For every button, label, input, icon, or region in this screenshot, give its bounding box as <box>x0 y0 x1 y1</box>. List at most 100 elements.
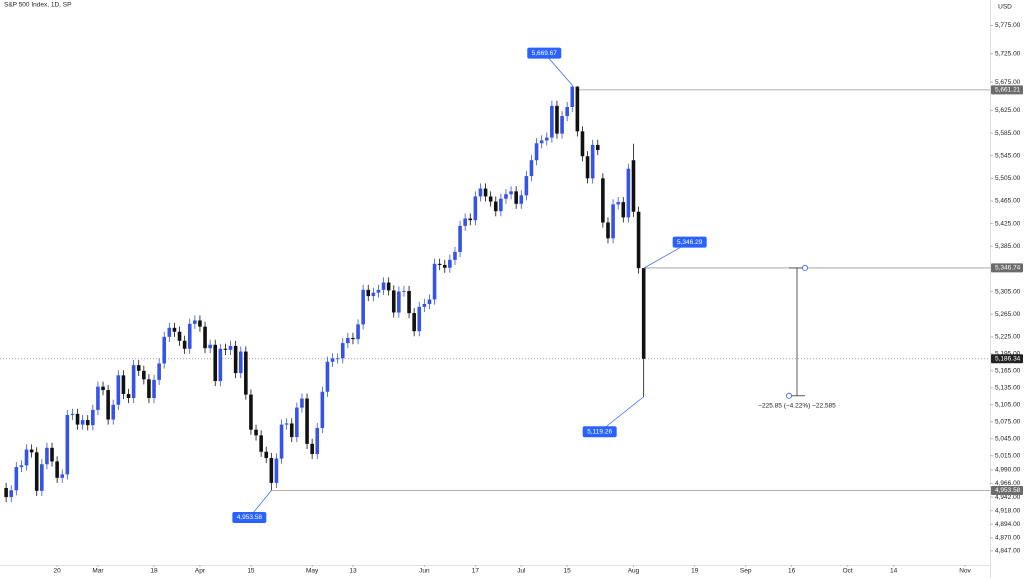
candle-body <box>213 344 218 382</box>
candle-body <box>544 137 549 141</box>
candle-body <box>371 292 376 297</box>
x-tick-label: 15 <box>247 568 255 575</box>
y-tick-label: 5,505.00 <box>995 175 1021 182</box>
candle-body <box>91 409 95 426</box>
y-tick-label: 5,135.00 <box>995 385 1021 392</box>
candle-body <box>478 188 483 197</box>
y-tick-label: 5,075.00 <box>995 418 1021 425</box>
annotation-leader <box>599 396 644 432</box>
candle-body <box>34 452 39 491</box>
candle-body <box>111 404 116 420</box>
candle-body <box>601 178 605 223</box>
candle-body <box>417 306 422 332</box>
candle-body <box>157 363 161 380</box>
candle-body <box>75 413 80 425</box>
measure-label: −225.85 (−4.22%) −22,585 <box>758 403 836 410</box>
candle-body <box>152 379 156 398</box>
y-tick-label: 4,966.00 <box>995 480 1021 487</box>
candle-body <box>55 461 59 478</box>
y-tick-label: 5,675.00 <box>995 79 1021 86</box>
annotation-bubble <box>527 47 562 59</box>
x-tick-label: Mar <box>92 568 104 575</box>
candle-body <box>29 449 34 453</box>
price-badge-label: 5,186.34 <box>995 355 1021 362</box>
x-tick-label: 15 <box>564 568 572 575</box>
x-tick-label: Sep <box>740 568 752 575</box>
candle-body <box>580 131 585 157</box>
candle-body <box>402 290 406 292</box>
candle-body <box>539 140 544 144</box>
candle-body <box>269 458 274 483</box>
candle-body <box>529 160 534 177</box>
candle-body <box>570 86 575 107</box>
x-tick-label: Jun <box>419 568 430 575</box>
candle-body <box>493 201 498 212</box>
candle-body <box>458 225 462 252</box>
y-tick-label: 5,225.00 <box>995 334 1021 341</box>
candle-body <box>488 196 493 202</box>
x-tick-label: 20 <box>54 568 62 575</box>
y-tick-label: 4,990.00 <box>995 467 1021 474</box>
candle-body <box>147 379 151 398</box>
measure-handle <box>802 264 809 271</box>
x-tick-label: 17 <box>472 568 480 575</box>
x-tick-label: 18 <box>150 568 158 575</box>
candle-body <box>514 191 518 204</box>
x-tick-label: Aug <box>628 568 640 575</box>
candle-body <box>9 490 14 498</box>
y-tick-label: 5,585.00 <box>995 130 1021 137</box>
x-tick-label: 13 <box>349 568 357 575</box>
candle-body <box>259 435 263 452</box>
y-tick-label: 5,105.00 <box>995 402 1021 409</box>
chart-title: S&P 500 Index, 1D, SP <box>4 2 71 9</box>
candle-body <box>4 488 8 498</box>
candle-body <box>19 465 24 468</box>
candle-body <box>325 361 330 392</box>
candle-body <box>483 188 488 197</box>
candle-body <box>131 365 136 398</box>
candle-body <box>606 222 610 239</box>
candle-body <box>249 394 253 430</box>
y-tick-label: 5,425.00 <box>995 220 1021 227</box>
x-tick-label: 16 <box>788 568 796 575</box>
y-tick-label: 5,625.00 <box>995 107 1021 114</box>
candle-body <box>330 358 335 362</box>
x-tick-label: Jul <box>517 568 526 575</box>
candle-body <box>575 86 580 132</box>
annotation-bubble <box>672 236 707 248</box>
candle-body <box>193 320 197 324</box>
candle-body <box>14 467 19 491</box>
y-tick-label: 4,847.00 <box>995 548 1021 555</box>
candle-body <box>407 290 411 314</box>
candle-body <box>432 263 437 300</box>
candle-body <box>473 196 478 221</box>
candle-body <box>422 304 427 307</box>
candle-body <box>121 375 126 395</box>
candle-body <box>142 370 146 380</box>
candle-body <box>228 345 233 350</box>
candle-body <box>524 176 529 196</box>
candle-body <box>320 391 325 428</box>
candle-body <box>264 451 269 459</box>
y-tick-label: 5,775.00 <box>995 22 1021 29</box>
candle-body <box>80 420 85 425</box>
candle-body <box>590 144 595 179</box>
candle-body <box>565 106 569 117</box>
candle-body <box>136 365 141 371</box>
measure-handle <box>786 392 793 399</box>
price-badge <box>991 263 1023 273</box>
y-tick-label: 5,465.00 <box>995 198 1021 205</box>
candle-body <box>162 336 167 364</box>
candle-body <box>295 407 299 438</box>
price-badge-label: 4,953.58 <box>995 487 1021 494</box>
candle-body <box>346 337 350 344</box>
candle-body <box>555 105 559 134</box>
candle-body <box>60 474 65 478</box>
candle-body <box>284 423 289 425</box>
candle-body <box>509 191 513 195</box>
candle-body <box>499 198 503 212</box>
candle-body <box>254 429 258 436</box>
candle-body <box>106 390 110 420</box>
x-tick-label: 19 <box>691 568 699 575</box>
